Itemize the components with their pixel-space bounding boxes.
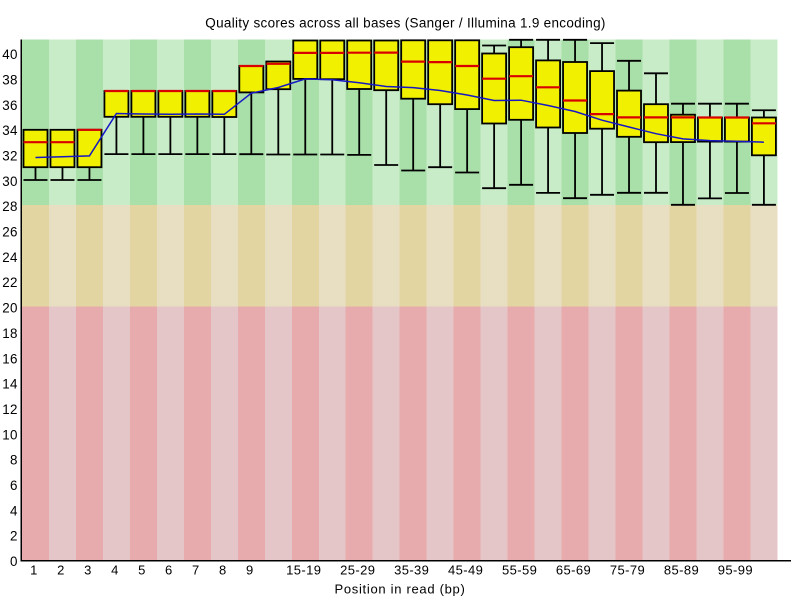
- svg-text:9: 9: [246, 563, 254, 578]
- svg-text:3: 3: [84, 563, 92, 578]
- svg-text:40: 40: [2, 47, 18, 62]
- svg-text:6: 6: [10, 478, 18, 493]
- svg-text:4: 4: [111, 563, 119, 578]
- svg-text:2: 2: [10, 529, 18, 544]
- svg-text:Position in read (bp): Position in read (bp): [334, 582, 465, 597]
- svg-text:32: 32: [2, 149, 18, 164]
- svg-text:24: 24: [2, 250, 18, 265]
- svg-text:85-89: 85-89: [664, 563, 699, 578]
- svg-text:7: 7: [192, 563, 200, 578]
- svg-text:15-19: 15-19: [286, 563, 321, 578]
- svg-text:25-29: 25-29: [340, 563, 375, 578]
- svg-text:6: 6: [165, 563, 173, 578]
- svg-text:38: 38: [2, 72, 18, 87]
- svg-text:8: 8: [10, 453, 18, 468]
- svg-text:10: 10: [2, 427, 18, 442]
- svg-text:Quality scores across all base: Quality scores across all bases (Sanger …: [205, 16, 605, 31]
- svg-text:95-99: 95-99: [718, 563, 753, 578]
- svg-text:1: 1: [30, 563, 38, 578]
- svg-text:0: 0: [10, 554, 18, 569]
- svg-text:12: 12: [2, 402, 18, 417]
- svg-text:34: 34: [2, 123, 18, 138]
- svg-text:36: 36: [2, 98, 18, 113]
- svg-text:14: 14: [2, 377, 18, 392]
- svg-text:26: 26: [2, 225, 18, 240]
- svg-text:5: 5: [138, 563, 146, 578]
- svg-text:4: 4: [10, 503, 18, 518]
- svg-text:2: 2: [57, 563, 65, 578]
- svg-text:45-49: 45-49: [448, 563, 483, 578]
- svg-text:65-69: 65-69: [556, 563, 591, 578]
- svg-text:20: 20: [2, 301, 18, 316]
- svg-text:55-59: 55-59: [502, 563, 537, 578]
- svg-text:16: 16: [2, 351, 18, 366]
- svg-text:30: 30: [2, 174, 18, 189]
- svg-text:35-39: 35-39: [394, 563, 429, 578]
- svg-text:8: 8: [219, 563, 227, 578]
- svg-text:18: 18: [2, 326, 18, 341]
- svg-text:22: 22: [2, 275, 18, 290]
- svg-text:75-79: 75-79: [610, 563, 645, 578]
- svg-text:28: 28: [2, 199, 18, 214]
